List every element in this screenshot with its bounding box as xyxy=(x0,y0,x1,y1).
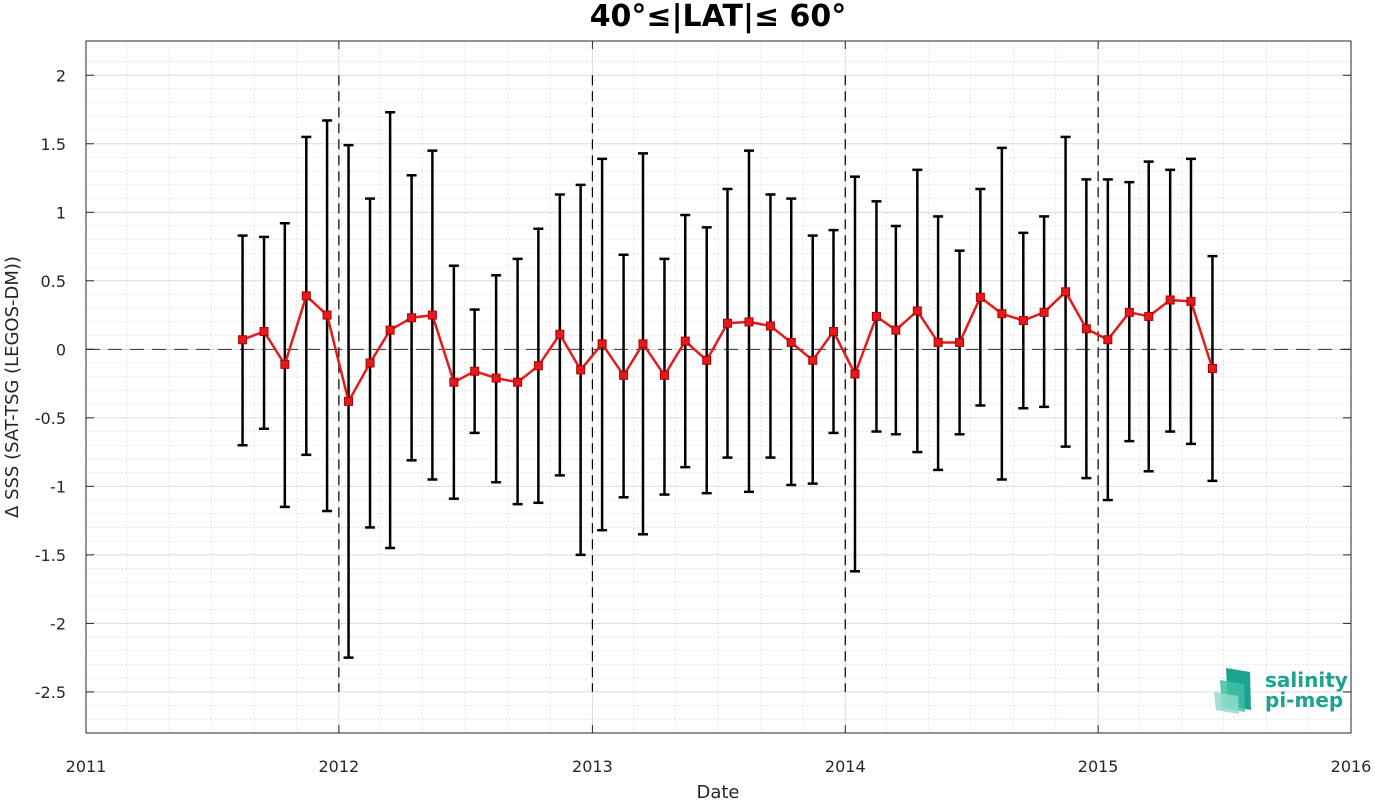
x-tick-label: 2012 xyxy=(319,757,360,776)
chart-title: 40°≤|LAT|≤ 60° xyxy=(590,0,847,34)
data-point xyxy=(723,318,733,328)
y-tick-label: -1 xyxy=(50,477,66,496)
data-point xyxy=(1186,296,1196,306)
y-tick-label: -2 xyxy=(50,614,66,633)
data-point xyxy=(427,310,437,320)
data-point xyxy=(470,366,480,376)
data-point xyxy=(513,377,523,387)
data-point xyxy=(1165,295,1175,305)
y-tick-label: -0.5 xyxy=(35,409,66,428)
x-tick-label: 2013 xyxy=(572,757,613,776)
data-point xyxy=(1018,316,1028,326)
data-point xyxy=(1124,307,1134,317)
data-point xyxy=(975,292,985,302)
y-tick-label: -2.5 xyxy=(35,683,66,702)
x-tick-label: 2014 xyxy=(825,757,866,776)
data-point xyxy=(533,361,543,371)
data-series xyxy=(238,287,1217,406)
data-point xyxy=(555,329,565,339)
data-point xyxy=(1144,311,1154,321)
data-point xyxy=(365,358,375,368)
data-point xyxy=(385,325,395,335)
data-point xyxy=(744,317,754,327)
data-point xyxy=(765,321,775,331)
y-tick-label: 0.5 xyxy=(41,272,66,291)
y-axis-title: Δ SSS (SAT-TSG (LEGOS-DM)) xyxy=(2,256,23,518)
data-point xyxy=(407,313,417,323)
data-point xyxy=(808,355,818,365)
data-point xyxy=(702,355,712,365)
y-tick-label: 2 xyxy=(56,66,66,85)
x-tick-label: 2011 xyxy=(66,757,107,776)
logo-text-line2: pi-mep xyxy=(1265,688,1343,712)
x-tick-label: 2015 xyxy=(1078,757,1119,776)
data-point xyxy=(891,325,901,335)
data-point xyxy=(619,370,629,380)
data-point xyxy=(1103,335,1113,345)
data-point xyxy=(322,310,332,320)
data-point xyxy=(912,306,922,316)
data-point xyxy=(955,337,965,347)
x-tick-label: 2016 xyxy=(1331,757,1372,776)
data-point xyxy=(871,311,881,321)
data-point xyxy=(259,327,269,337)
y-tick-label: 1 xyxy=(56,203,66,222)
salinity-pi-mep-logo: salinity pi-mep xyxy=(1214,668,1348,714)
data-point xyxy=(1207,364,1217,374)
data-point xyxy=(597,339,607,349)
y-tick-label: -1.5 xyxy=(35,546,66,565)
data-point xyxy=(850,369,860,379)
data-point xyxy=(1061,287,1071,297)
data-point xyxy=(680,336,690,346)
data-point xyxy=(638,339,648,349)
data-point xyxy=(491,373,501,383)
y-tick-label: 1.5 xyxy=(41,135,66,154)
data-point xyxy=(280,359,290,369)
data-point xyxy=(786,337,796,347)
data-point xyxy=(576,365,586,375)
y-tick-label: 0 xyxy=(56,340,66,359)
axes xyxy=(85,40,1352,734)
logo-mark-icon xyxy=(1214,668,1251,714)
data-point xyxy=(659,370,669,380)
logo-text-line1: salinity xyxy=(1265,668,1348,692)
x-axis-title: Date xyxy=(696,782,739,801)
tick-labels: 2 1.5 1 0.5 0 -0.5 -1 -1.5 -2 -2.5 2011 2012 2013 201… xyxy=(35,66,1372,776)
data-point xyxy=(997,309,1007,319)
data-point xyxy=(933,337,943,347)
data-point xyxy=(1039,307,1049,317)
data-point xyxy=(344,396,354,406)
plot-frame xyxy=(85,40,1352,734)
data-point xyxy=(301,291,311,301)
reference-lines xyxy=(86,75,1351,692)
data-point xyxy=(238,335,248,345)
data-point xyxy=(829,327,838,337)
data-point xyxy=(449,377,459,387)
data-point xyxy=(1081,324,1091,334)
